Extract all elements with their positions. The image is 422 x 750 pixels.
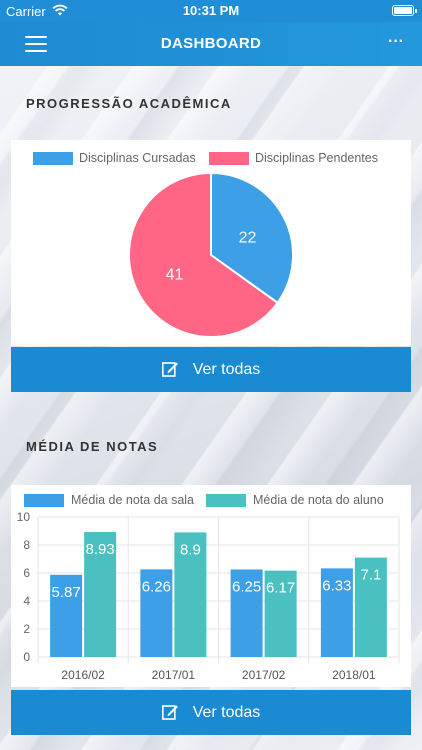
legend-swatch-cursadas bbox=[33, 152, 73, 165]
pie-slice-cursadas bbox=[210, 171, 294, 305]
bar-aluno bbox=[354, 557, 387, 657]
more-options-icon[interactable]: ··· bbox=[388, 33, 404, 50]
pie-value-label: 22 bbox=[239, 229, 257, 246]
y-tick-label: 10 bbox=[17, 510, 31, 524]
grades-chart-card: Média de nota da sala Média de nota do a… bbox=[11, 485, 411, 687]
bar-sala bbox=[50, 574, 83, 657]
bar-value-label: 6.33 bbox=[322, 577, 351, 594]
legend-label-pendentes: Disciplinas Pendentes bbox=[255, 151, 378, 165]
bar-value-label: 6.26 bbox=[142, 578, 171, 595]
progress-section-title: PROGRESSÃO ACADÊMICA bbox=[26, 96, 232, 111]
x-tick-label: 2017/01 bbox=[152, 668, 196, 682]
y-tick-label: 4 bbox=[23, 594, 30, 608]
legend-swatch-sala bbox=[24, 494, 64, 507]
x-tick-label: 2018/01 bbox=[332, 668, 376, 682]
legend-swatch-pendentes bbox=[209, 152, 249, 165]
x-tick-label: 2017/02 bbox=[242, 668, 286, 682]
bar-value-label: 7.1 bbox=[360, 567, 381, 584]
y-tick-label: 2 bbox=[23, 622, 30, 636]
bar-value-label: 6.25 bbox=[232, 579, 261, 596]
grades-section-title: MÉDIA DE NOTAS bbox=[26, 439, 159, 454]
carrier-label: Carrier bbox=[6, 4, 46, 19]
navbar: DASHBOARD ··· bbox=[0, 22, 422, 66]
bar-value-label: 8.93 bbox=[86, 541, 115, 558]
status-bar: Carrier 10:31 PM bbox=[0, 0, 422, 22]
clock: 10:31 PM bbox=[182, 3, 240, 18]
pie-slice-pendentes bbox=[128, 171, 279, 338]
bar-sala bbox=[230, 569, 263, 657]
battery-icon bbox=[392, 5, 417, 16]
view-all-grades-button[interactable]: Ver todas bbox=[11, 690, 411, 735]
bar-sala bbox=[140, 569, 173, 657]
view-all-label: Ver todas bbox=[192, 361, 261, 378]
bar-chart: 0 2 4 6 8 10 5.87 8.93 2016/02 6.26 8.9 2017/01 6.25… bbox=[17, 510, 400, 682]
bar-value-label: 6.17 bbox=[266, 580, 295, 597]
wifi-icon bbox=[52, 4, 68, 16]
x-tick-label: 2016/02 bbox=[61, 668, 105, 682]
legend-swatch-aluno bbox=[206, 494, 246, 507]
legend-label-sala: Média de nota da sala bbox=[71, 493, 195, 507]
legend-label-cursadas: Disciplinas Cursadas bbox=[79, 151, 196, 165]
bar-value-label: 8.9 bbox=[180, 541, 201, 558]
y-tick-label: 0 bbox=[23, 650, 30, 664]
view-all-label: Ver todas bbox=[192, 704, 261, 721]
pie-value-label: 41 bbox=[166, 267, 184, 284]
bar-aluno bbox=[264, 570, 297, 657]
hamburger-menu-icon[interactable] bbox=[25, 36, 47, 52]
y-tick-label: 6 bbox=[23, 566, 30, 580]
legend-label-aluno: Média de nota do aluno bbox=[253, 493, 384, 507]
pie-chart: 22 41 bbox=[128, 171, 294, 338]
y-tick-label: 8 bbox=[23, 538, 30, 552]
page-title: DASHBOARD bbox=[160, 35, 262, 52]
view-all-progress-button[interactable]: Ver todas bbox=[11, 347, 411, 392]
bar-sala bbox=[320, 568, 353, 657]
edit-icon bbox=[161, 362, 178, 377]
progress-chart-card: Disciplinas Cursadas Disciplinas Pendent… bbox=[11, 140, 411, 346]
bar-aluno bbox=[174, 532, 207, 657]
bar-value-label: 5.87 bbox=[52, 584, 81, 601]
bar-aluno bbox=[84, 531, 117, 657]
edit-icon bbox=[161, 705, 178, 720]
